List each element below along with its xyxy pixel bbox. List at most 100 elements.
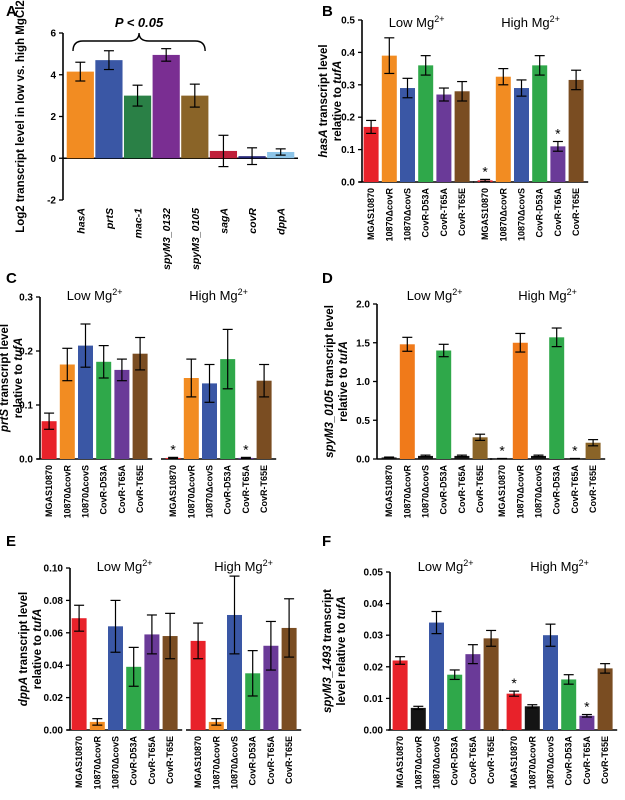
significance-star: *: [482, 163, 488, 179]
bar-prtS: [95, 60, 123, 159]
gene-name: hasA: [318, 129, 330, 157]
y-tick-label: 0.02: [364, 662, 384, 673]
x-tick-label: MGAS10870: [395, 736, 405, 788]
group-label-text: High Mg: [501, 15, 549, 30]
panel-label: D: [322, 270, 333, 287]
low-mg-label: Low Mg2+: [418, 558, 474, 574]
x-tick-label: 10870ΔcovR: [413, 736, 423, 790]
y-tick-label: 0.01: [364, 694, 384, 705]
x-tick-label: MGAS10870: [193, 736, 203, 788]
x-tick-label: 10870ΔcovS: [230, 736, 240, 789]
x-tick-label: 10870ΔcovR: [92, 736, 102, 790]
y-tick-label: 2: [50, 112, 56, 123]
y-tick-label: 0.00: [364, 726, 384, 737]
p-value-annotation: P < 0.05: [115, 15, 164, 30]
x-tick-label: 10870ΔcovS: [432, 736, 442, 789]
bar-CovR-T65A: [579, 715, 595, 730]
bar-CovR-D53A: [436, 350, 452, 459]
label-text: level relative to: [336, 619, 348, 705]
bar-CovR-T65E: [568, 79, 584, 182]
x-tick-label: 10870ΔcovR: [515, 465, 525, 519]
panel-label: F: [322, 533, 331, 550]
panel-label: E: [6, 533, 16, 550]
panel-d: D 0.0 0.5 1.0 1.5 2.0 MGAS10870 10870ΔcovR 10870…: [322, 270, 606, 519]
y-tick-label: 0.0: [19, 455, 33, 466]
y-tick-label: 0.10: [44, 564, 64, 575]
x-tick-label: dppA: [276, 208, 288, 235]
x-tick-label: 10870ΔcovS: [546, 736, 556, 789]
high-mg-label: High Mg2+: [518, 287, 577, 303]
y-axis-label-line2: relative to tufA: [13, 338, 25, 419]
significance-star: *: [170, 441, 176, 457]
x-tick-label: MGAS10870: [44, 465, 54, 517]
y-tick-label: 6: [50, 29, 56, 40]
bar-10870ΔcovR: [410, 707, 426, 730]
bar-CovR-T65E: [281, 627, 297, 730]
y-tick-label: 4: [50, 70, 56, 81]
x-tick-label: prtS: [104, 208, 116, 230]
bar-10870ΔcovS: [531, 455, 546, 459]
bar-CovR-T65E: [256, 380, 272, 459]
bar-CovR-T65E: [597, 668, 613, 730]
y-tick-label: 0.5: [341, 16, 355, 27]
x-tick-label: CovR-T65A: [147, 736, 157, 785]
y-axis-label-line2: relative to tufA: [332, 61, 344, 142]
high-mg-label: High Mg2+: [530, 558, 589, 574]
x-tick-label: CovR-T65E: [457, 188, 467, 236]
panel-label: C: [6, 270, 17, 287]
bar-CovR-T65E: [483, 638, 499, 730]
bar-MGAS10870: [41, 421, 57, 459]
label-text: relative to: [32, 632, 44, 690]
y-tick-label: 0.00: [44, 726, 64, 737]
bar-hasA: [66, 71, 94, 159]
x-tick-label: CovR-T65E: [259, 465, 269, 513]
y-tick-label: -2: [47, 196, 56, 207]
x-tick-label: 10870ΔcovS: [205, 465, 215, 518]
x-tick-label: 10870ΔcovR: [211, 736, 221, 790]
x-tick-label: CovR-D53A: [439, 465, 449, 515]
x-tick-label: 10870ΔcovS: [421, 465, 431, 518]
y-tick-label: 0.1: [19, 401, 33, 412]
y-tick-label: 0.5: [356, 416, 370, 427]
gene-name: tufA: [338, 341, 350, 364]
y-axis-label-line1: spyM3_1493 transcript: [322, 589, 334, 713]
x-tick-label: 10870ΔcovR: [186, 465, 196, 519]
significance-star: *: [511, 675, 517, 691]
y-tick-label: 0.0: [341, 178, 355, 189]
label-text: transcript level: [0, 324, 11, 409]
y-axis-label-line1: spyM3_0105 transcript level: [324, 305, 336, 458]
gene-name: dppA: [18, 677, 30, 706]
x-tick-label: CovR-T65A: [439, 188, 449, 237]
gene-name: tufA: [13, 338, 25, 361]
y-axis-label-line2: relative to tufA: [32, 609, 44, 690]
superscript: 2+: [434, 14, 444, 24]
bar-CovR-D53A: [96, 361, 112, 459]
x-tick-label: CovR-T65E: [475, 465, 485, 513]
bar-MGAS10870: [190, 640, 206, 730]
y-tick-label: 0.06: [44, 628, 64, 639]
bar-CovR-D53A: [549, 337, 565, 459]
gene-name: prtS: [0, 409, 11, 433]
bar-10870ΔcovR: [59, 364, 75, 459]
bar-CovR-D53A: [447, 674, 463, 730]
y-tick-label: 0.0: [356, 455, 370, 466]
bar-MGAS10870: [71, 618, 87, 730]
group-label-text: High Mg: [518, 288, 566, 303]
bar-MGAS10870: [506, 693, 522, 730]
bar-10870ΔcovR: [524, 706, 540, 730]
group-label-text: High Mg: [189, 288, 237, 303]
x-tick-label: MGAS10870: [384, 465, 394, 517]
panel-b: B 0.0 0.1 0.2 0.3 0.4 0.5 MGAS10870 10870ΔcovR 10…: [318, 3, 589, 242]
y-tick-label: 0.4: [341, 48, 355, 59]
x-tick-label: 10870ΔcovR: [62, 465, 72, 519]
y-axis-label-line2: level relative to tufA: [336, 596, 348, 705]
y-tick-label: 1.0: [356, 377, 370, 388]
label-text: transcript level: [324, 305, 336, 390]
y-tick-label: 0.04: [364, 599, 384, 610]
bar-CovR-T65E: [132, 353, 148, 459]
bar-CovR-T65A: [454, 455, 470, 459]
bar-CovR-T65A: [550, 146, 566, 182]
panel-c: C 0.0 0.1 0.2 0.3 MGAS10870 10870ΔcovR 10870Δco…: [0, 270, 277, 519]
group-label-text: High Mg: [530, 559, 578, 574]
y-axis-label-line2: relative to tufA: [338, 341, 350, 422]
